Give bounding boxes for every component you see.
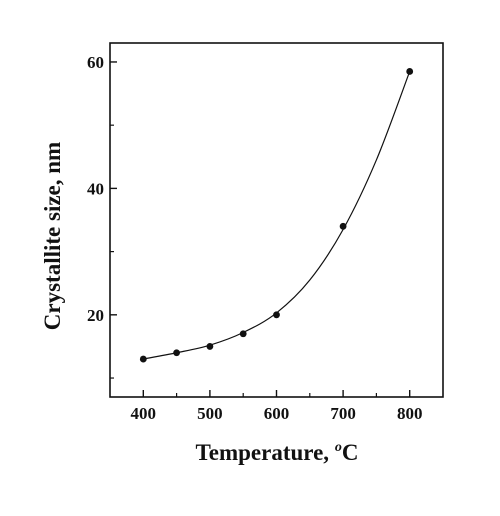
y-axis-title: Crystallite size, nm xyxy=(40,142,65,330)
data-point-500 xyxy=(206,343,214,350)
x-tick-label-700: 700 xyxy=(330,404,356,423)
fit-curve-line xyxy=(143,71,411,360)
x-axis-title-text: Temperature, xyxy=(196,440,335,465)
data-point-550 xyxy=(239,330,247,338)
x-tick-label-400: 400 xyxy=(131,404,157,423)
x-tick-label-500: 500 xyxy=(197,404,223,423)
data-point-450 xyxy=(173,349,181,357)
x-axis-title-unit: C xyxy=(342,440,359,465)
data-point-600 xyxy=(273,311,280,319)
x-tick-label-800: 800 xyxy=(397,404,423,423)
data-point-700 xyxy=(339,222,347,230)
data-point-800 xyxy=(406,68,414,75)
y-tick-label-20: 20 xyxy=(87,306,104,325)
plot-frame xyxy=(109,42,444,398)
x-axis-title: Temperature, oC xyxy=(196,440,359,465)
x-tick-label-600: 600 xyxy=(264,404,290,423)
data-point-400 xyxy=(139,355,147,363)
y-tick-label-40: 40 xyxy=(87,179,104,198)
x-axis-title-superscript: o xyxy=(335,440,342,455)
y-tick-label-60: 60 xyxy=(87,53,104,72)
plot-area: 400 500 600 700 800 20 40 60 xyxy=(87,42,444,423)
